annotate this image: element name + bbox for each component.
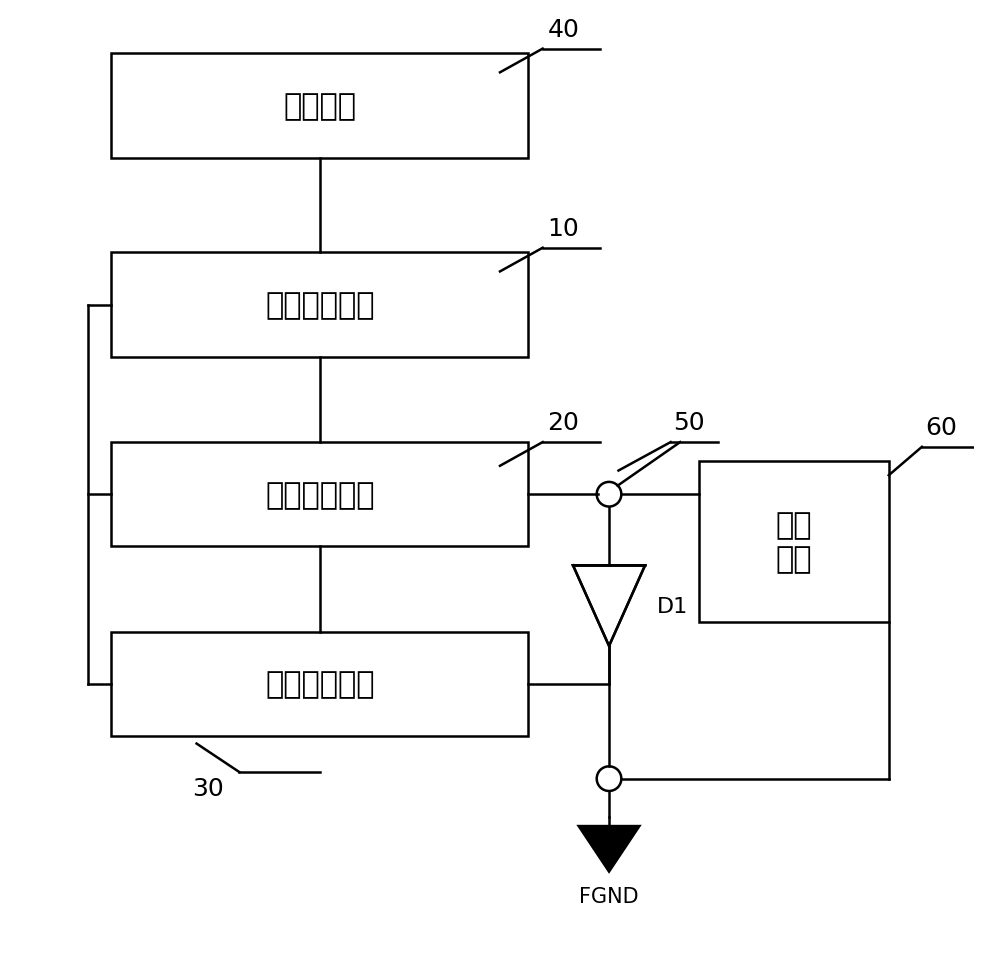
Text: 40: 40	[547, 18, 579, 42]
Text: 60: 60	[925, 416, 957, 440]
Bar	[111, 632, 528, 736]
Text: FGND: FGND	[579, 886, 639, 906]
Text: 第一反馈电路: 第一反馈电路	[265, 670, 375, 699]
Text: 第一开关电路: 第一开关电路	[265, 291, 375, 320]
Bar	[699, 461, 889, 623]
Text: 接点电源: 接点电源	[283, 92, 356, 121]
Text: D1: D1	[656, 596, 688, 616]
Polygon shape	[579, 826, 639, 872]
Bar	[111, 253, 528, 357]
Polygon shape	[573, 566, 645, 646]
Text: 下级
电路: 下级 电路	[776, 511, 812, 574]
Text: 10: 10	[547, 217, 579, 241]
Bar	[111, 443, 528, 547]
Text: 第二开关电路: 第二开关电路	[265, 480, 375, 509]
Text: 50: 50	[674, 411, 705, 435]
Text: 20: 20	[547, 411, 579, 435]
Text: 30: 30	[192, 776, 224, 800]
Bar	[111, 54, 528, 159]
